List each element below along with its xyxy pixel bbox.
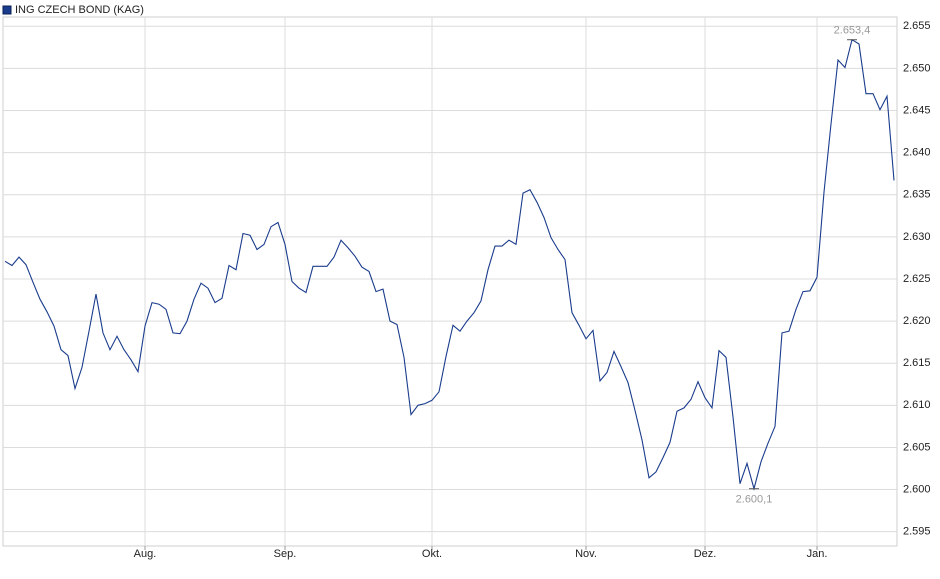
line-series [4,38,895,491]
x-tick-label: Aug. [134,548,157,560]
x-tick-label: Dez. [694,548,717,560]
x-tick-label: Jan. [807,548,828,560]
legend-swatch [2,5,12,15]
y-tick-label: 2.645 [903,104,931,116]
y-tick-label: 2.600 [903,483,931,495]
value-label: 2.600,1 [736,494,773,506]
y-tick-label: 2.650 [903,62,931,74]
y-tick-label: 2.640 [903,147,931,159]
y-tick-label: 2.630 [903,231,931,243]
y-tick-label: 2.625 [903,273,931,285]
y-tick-label: 2.595 [903,526,931,538]
plot-frame [2,16,898,547]
y-tick-label: 2.605 [903,441,931,453]
y-tick-label: 2.610 [903,399,931,411]
y-tick-label: 2.620 [903,315,931,327]
y-tick-label: 2.655 [903,20,931,32]
x-tick-label: Sep. [274,548,297,560]
x-tick-label: Okt. [422,548,442,560]
y-tick-label: 2.615 [903,357,931,369]
x-tick-label: Nov. [575,548,597,560]
value-label: 2.653,4 [834,25,871,37]
legend-label: ING CZECH BOND (KAG) [15,4,144,16]
y-tick-label: 2.635 [903,189,931,201]
